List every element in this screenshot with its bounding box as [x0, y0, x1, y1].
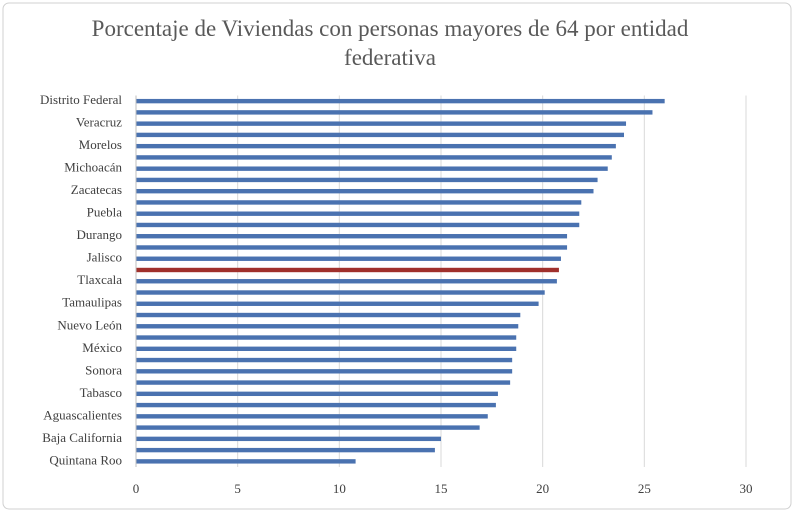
y-tick-label: Puebla [87, 205, 123, 220]
bar [136, 346, 517, 351]
bar [136, 290, 545, 295]
bar [136, 200, 582, 205]
bar [136, 166, 608, 171]
y-tick-label: Tlaxcala [77, 272, 122, 287]
y-tick-label: Tabasco [80, 385, 122, 400]
bar [136, 436, 441, 442]
y-tick-label: México [82, 340, 122, 355]
bar [136, 402, 496, 408]
x-tick-label: 5 [234, 481, 241, 496]
bar [136, 459, 356, 464]
bar [136, 110, 653, 115]
y-tick-label: Morelos [79, 137, 122, 152]
bar [136, 188, 594, 194]
bar [136, 369, 513, 374]
y-tick-label: Tamaulipas [62, 295, 122, 310]
y-tick-label: Baja California [42, 430, 122, 445]
bar [136, 155, 612, 160]
bar [136, 324, 519, 329]
y-tick-label: Veracruz [76, 115, 122, 130]
x-tick-label: 10 [333, 481, 346, 496]
chart-border [2, 2, 792, 510]
bar [136, 256, 561, 261]
bar [136, 312, 521, 318]
y-tick-label: Jalisco [87, 250, 122, 265]
y-tick-label: Quintana Roo [49, 452, 122, 467]
x-tick-label: 0 [133, 481, 140, 496]
bar [136, 98, 665, 104]
bar [136, 222, 580, 228]
bar [136, 177, 598, 183]
bar [136, 143, 616, 149]
bar [136, 132, 624, 138]
bar [136, 357, 513, 363]
y-tick-label: Distrito Federal [40, 92, 122, 107]
bar [136, 425, 480, 430]
y-tick-label: Durango [77, 227, 123, 242]
bar [136, 121, 627, 126]
y-tick-label: Sonora [85, 362, 122, 377]
bar [136, 380, 511, 385]
x-tick-label: 30 [740, 481, 753, 496]
x-tick-label: 15 [435, 481, 448, 496]
bar [136, 391, 498, 397]
bar [136, 279, 557, 284]
x-tick-label: 20 [536, 481, 549, 496]
bar [136, 447, 435, 453]
bar [136, 234, 568, 239]
bar [136, 414, 488, 419]
bar [136, 245, 568, 250]
y-tick-label: Zacatecas [71, 182, 122, 197]
y-tick-label: Nuevo León [57, 317, 122, 332]
chart-title: Porcentaje de Viviendas con personas may… [91, 16, 689, 70]
y-tick-label: Michoacán [64, 160, 122, 175]
bar [136, 301, 539, 306]
bar [136, 335, 517, 340]
x-tick-label: 25 [638, 481, 651, 496]
bar [136, 211, 580, 216]
bar [136, 267, 559, 273]
y-tick-label: Aguascalientes [43, 407, 122, 422]
